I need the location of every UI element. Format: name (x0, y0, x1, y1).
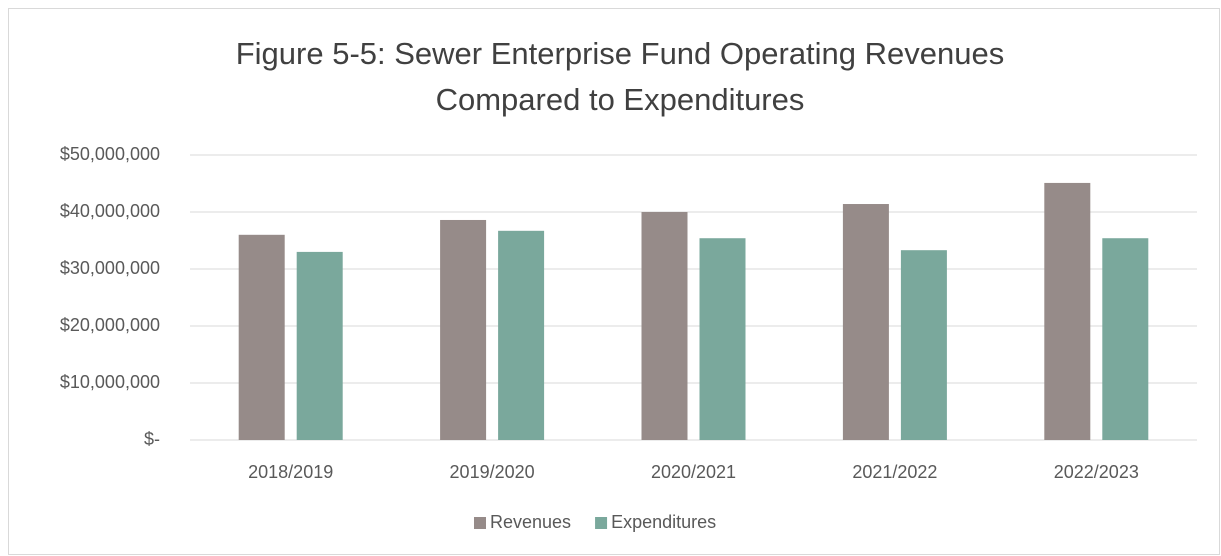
bar (842, 204, 889, 440)
bar (498, 230, 545, 440)
bar (440, 219, 487, 440)
y-tick-label: $30,000,000 (60, 258, 160, 278)
bar (699, 238, 746, 440)
chart-title: Figure 5-5: Sewer Enterprise Fund Operat… (236, 36, 1005, 71)
y-tick-label: $40,000,000 (60, 201, 160, 221)
y-tick-label: $50,000,000 (60, 144, 160, 164)
x-tick-label: 2019/2020 (450, 462, 535, 482)
chart-border (8, 8, 1220, 555)
bar (1044, 182, 1091, 440)
legend-label: Revenues (490, 512, 571, 532)
chart-title: Compared to Expenditures (436, 82, 805, 117)
legend-swatch (595, 517, 608, 529)
bar (296, 251, 343, 440)
y-tick-label: $10,000,000 (60, 372, 160, 392)
bar (641, 212, 688, 440)
x-tick-label: 2018/2019 (248, 462, 333, 482)
bar (1102, 238, 1149, 440)
legend-label: Expenditures (611, 512, 716, 532)
y-tick-label: $- (144, 429, 160, 449)
legend-swatch (474, 517, 486, 529)
bar (900, 250, 947, 440)
y-tick-label: $20,000,000 (60, 315, 160, 335)
x-tick-label: 2020/2021 (651, 462, 736, 482)
bar (238, 234, 285, 440)
x-tick-label: 2022/2023 (1054, 462, 1139, 482)
x-tick-label: 2021/2022 (852, 462, 937, 482)
